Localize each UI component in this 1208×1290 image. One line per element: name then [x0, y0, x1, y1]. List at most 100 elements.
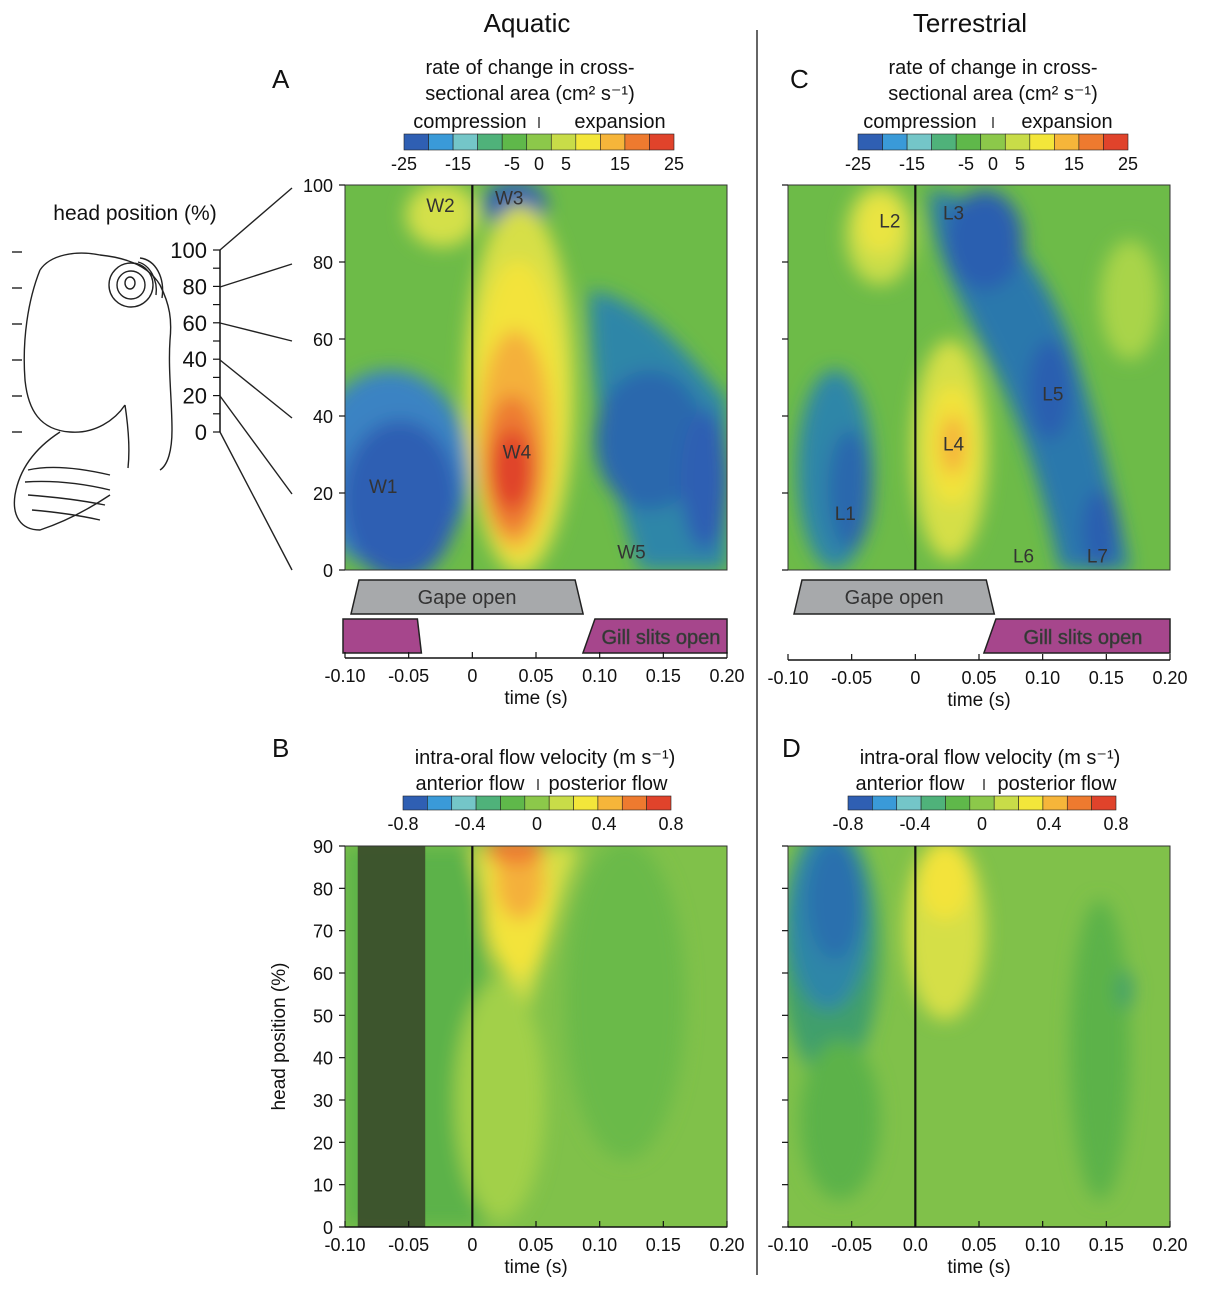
zone-label: L1: [835, 504, 856, 525]
colorbar-swatch: [573, 795, 599, 811]
x-axis-label: time (s): [504, 1257, 567, 1278]
x-tick-label: -0.05: [388, 666, 429, 686]
colorbar-swatch: [477, 133, 503, 151]
gape-open-label: Gape open: [845, 587, 944, 609]
x-tick-label: -0.10: [767, 1235, 808, 1255]
area-colorbar-title-2: sectional area (cm² s⁻¹): [425, 83, 635, 105]
y-tick-label: 90: [313, 837, 333, 857]
colorbar-tick-label: -0.8: [387, 814, 418, 834]
heatmap-a: [345, 185, 727, 570]
colorbar-swatch: [621, 795, 647, 811]
axes-d: -0.10 -0.05 0.0 0.05 0.10 0.15 0.20 time (s): [767, 845, 1188, 1278]
terrestrial-title: Terrestrial: [913, 8, 1027, 38]
x-tick-label: -0.10: [324, 666, 365, 686]
area-colorbar-title-2: sectional area (cm² s⁻¹): [888, 83, 1098, 105]
colorbar-swatch: [649, 133, 675, 151]
x-tick-label: 0.15: [1089, 668, 1124, 688]
y-tick-label: 80: [313, 253, 333, 273]
x-tick-label: 0.10: [1025, 668, 1060, 688]
zone-label: W4: [503, 442, 532, 463]
axes-a: -0.10 -0.05 0 0.05 0.10 0.15 0.20 time (s) 0 20 40…: [303, 176, 745, 709]
y-tick-label: 40: [313, 1049, 333, 1069]
zone-label: W5: [617, 542, 646, 563]
y-tick-label: 100: [303, 176, 333, 196]
posterior-flow-label: posterior flow: [998, 773, 1117, 795]
panel-letter-d: D: [782, 733, 801, 763]
x-tick-label: 0.20: [1152, 1235, 1187, 1255]
colorbar-swatch: [1042, 795, 1068, 811]
sketch-axis-label: head position (%): [53, 202, 216, 225]
colorbar-swatch: [872, 795, 898, 811]
sketch-connector-lines: [219, 187, 293, 571]
colorbar-area-a: -25 -15 -5 0 5 15 25: [391, 133, 684, 174]
y-tick-label: 30: [313, 1091, 333, 1111]
heatmap-d: [788, 846, 1170, 1227]
y-axis-label: head position (%): [269, 963, 290, 1111]
sketch-tick-label: 0: [195, 420, 207, 445]
heatmap-a-frame: [344, 184, 728, 571]
area-colorbar-title-1: rate of change in cross-: [426, 57, 635, 79]
x-tick-label: 0.10: [582, 1235, 617, 1255]
colorbar-tick-label: 0: [977, 814, 987, 834]
colorbar-tick-label: 15: [610, 154, 630, 174]
colorbar-tick-label: 5: [561, 154, 571, 174]
colorbar-swatch: [452, 133, 478, 151]
colorbar-swatch: [1078, 133, 1104, 151]
x-tick-label: 0.10: [1025, 1235, 1060, 1255]
colorbar-swatch: [402, 795, 428, 811]
colorbar-swatch: [624, 133, 650, 151]
sketch-tick-label: 40: [183, 347, 207, 372]
colorbar-swatch: [501, 133, 528, 151]
y-tick-label: 20: [313, 1133, 333, 1153]
y-tick-label: 50: [313, 1006, 333, 1026]
zone-label: L5: [1042, 385, 1063, 406]
colorbar-tick-label: 0.4: [1036, 814, 1061, 834]
colorbar-tick-label: 0: [534, 154, 544, 174]
heatmap-c-frame: [787, 184, 1171, 571]
zone-label: W3: [495, 188, 524, 209]
colorbar-swatch: [906, 133, 932, 151]
colorbar-swatch: [969, 795, 995, 811]
colorbar-swatch: [526, 133, 552, 151]
colorbar-swatch: [920, 795, 946, 811]
zone-label: L3: [943, 204, 964, 225]
colorbar-swatch: [1091, 795, 1117, 811]
colorbar-tick-label: 0.8: [658, 814, 683, 834]
colorbar-tick-label: -15: [899, 154, 925, 174]
axes-c: -0.10 -0.05 0 0.05 0.10 0.15 0.20 time (s): [767, 184, 1188, 711]
x-tick-label: 0: [467, 666, 477, 686]
sketch-tick-label: 20: [183, 384, 207, 409]
x-tick-label: 0.0: [903, 1235, 928, 1255]
flow-colorbar-header-b: intra-oral flow velocity (m s⁻¹) anterio…: [415, 747, 676, 795]
area-colorbar-header-a: rate of change in cross- sectional area …: [413, 57, 665, 133]
expansion-label: expansion: [574, 111, 665, 133]
flow-colorbar-title: intra-oral flow velocity (m s⁻¹): [860, 747, 1121, 769]
y-tick-label: 40: [313, 407, 333, 427]
colorbar-tick-label: -5: [504, 154, 520, 174]
y-tick-label: 10: [313, 1176, 333, 1196]
colorbar-swatch: [550, 133, 577, 151]
zone-label: L6: [1013, 546, 1034, 567]
x-tick-label: 0.05: [961, 668, 996, 688]
colorbar-tick-label: -0.4: [899, 814, 930, 834]
sketch-axis: 100 80 60 40 20 0: [170, 238, 221, 445]
zone-labels-a: W1 W2 W3 W4 W5: [369, 188, 646, 563]
gape-open-label: Gape open: [418, 587, 517, 609]
colorbar-swatch: [1066, 795, 1092, 811]
x-tick-label: -0.05: [831, 668, 872, 688]
compression-label: compression: [413, 111, 526, 133]
zone-labels-c: L1 L2 L3 L4 L5 L6 L7: [835, 204, 1108, 568]
colorbar-tick-label: -25: [391, 154, 417, 174]
head-sketch: [12, 251, 173, 531]
sketch-tick-label: 100: [170, 238, 207, 263]
panel-letter-a: A: [272, 64, 290, 94]
colorbar-tick-label: 25: [1118, 154, 1138, 174]
colorbar-swatch: [575, 133, 601, 151]
y-tick-label: 20: [313, 484, 333, 504]
colorbar-swatch: [403, 133, 429, 151]
anterior-flow-label: anterior flow: [856, 773, 965, 795]
colorbar-tick-label: -15: [445, 154, 471, 174]
colorbar-tick-label: -25: [845, 154, 871, 174]
x-tick-label: -0.10: [324, 1235, 365, 1255]
x-tick-label: -0.10: [767, 668, 808, 688]
